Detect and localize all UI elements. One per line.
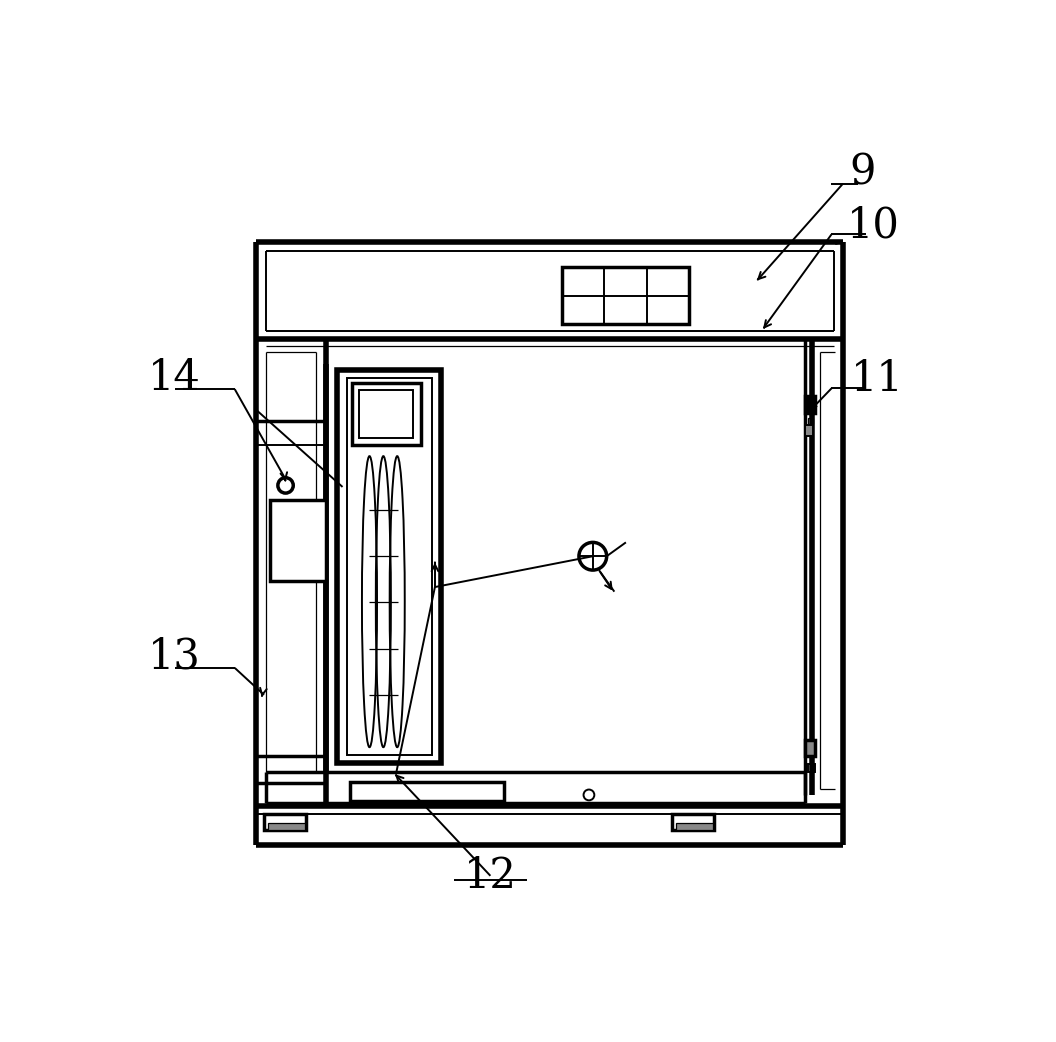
Bar	[337, 370, 441, 763]
Bar	[672, 814, 715, 829]
Text: 11: 11	[851, 358, 904, 400]
Text: 14: 14	[148, 356, 201, 399]
Bar	[806, 425, 813, 437]
Bar	[676, 823, 713, 829]
Bar	[270, 500, 325, 580]
Bar	[806, 740, 814, 756]
Bar	[352, 383, 421, 445]
Bar	[347, 377, 432, 754]
Bar	[359, 390, 413, 438]
Bar	[809, 418, 813, 424]
Text: 10: 10	[847, 204, 901, 246]
Text: 13: 13	[148, 636, 201, 677]
Bar	[806, 396, 814, 413]
Bar	[809, 764, 814, 772]
Bar	[562, 268, 689, 324]
Bar	[264, 814, 306, 829]
Bar	[351, 782, 505, 801]
Text: 9: 9	[849, 152, 875, 194]
Bar	[268, 823, 305, 829]
Text: 12: 12	[464, 854, 516, 897]
